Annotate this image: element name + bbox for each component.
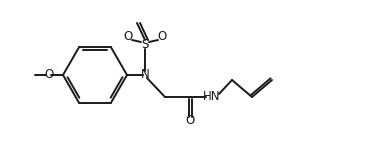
Text: O: O	[185, 114, 195, 128]
Text: N: N	[141, 69, 149, 81]
Text: O: O	[44, 69, 54, 81]
Text: O: O	[123, 30, 132, 44]
Text: S: S	[141, 39, 149, 51]
Text: HN: HN	[203, 90, 221, 104]
Text: O: O	[157, 30, 167, 44]
